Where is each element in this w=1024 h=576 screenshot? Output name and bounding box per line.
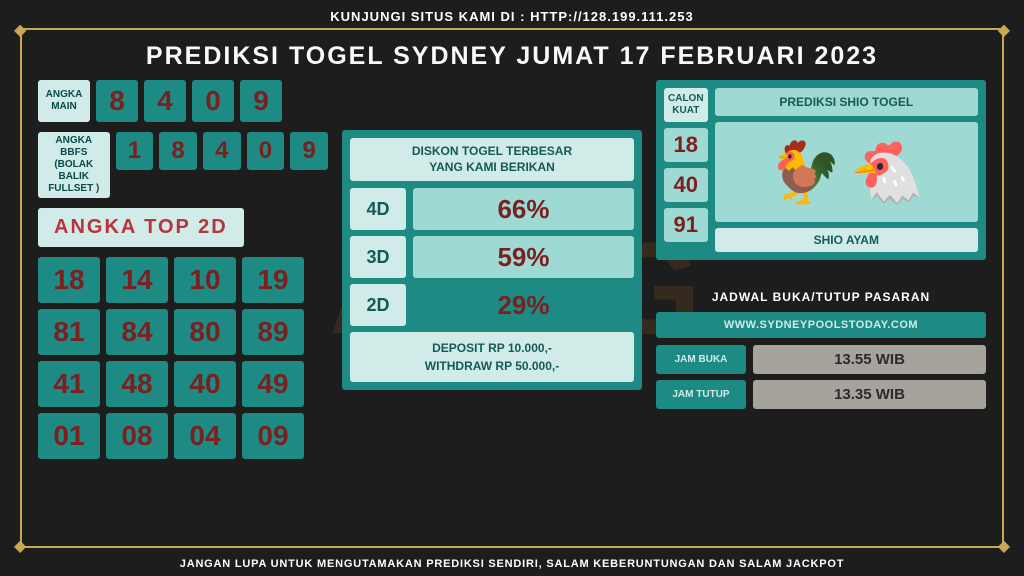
discount-value: 29%: [413, 284, 634, 326]
number-cell: 8: [96, 80, 138, 122]
title-line: YANG KAMI BERIKAN: [356, 160, 628, 176]
grid-cell: 49: [242, 361, 304, 407]
grid-cell: 40: [174, 361, 236, 407]
shio-panel: CALON KUAT 18 40 91 PREDIKSI SHIO TOGEL …: [656, 80, 986, 260]
schedule-row: JAM TUTUP 13.35 WIB: [656, 380, 986, 409]
open-label: JAM BUKA: [656, 345, 746, 374]
column-middle: DISKON TOGEL TERBESAR YANG KAMI BERIKAN …: [342, 130, 642, 536]
grid-cell: 08: [106, 413, 168, 459]
grid-cell: 14: [106, 257, 168, 303]
close-time: 13.35 WIB: [753, 380, 986, 409]
discount-label: 2D: [350, 284, 406, 326]
number-cell: 4: [203, 132, 241, 170]
page-title: PREDIKSI TOGEL SYDNEY JUMAT 17 FEBRUARI …: [0, 42, 1024, 71]
footer-bar: JANGAN LUPA UNTUK MENGUTAMAKAN PREDIKSI …: [0, 558, 1024, 570]
shio-title: PREDIKSI SHIO TOGEL: [715, 88, 978, 116]
label-line: FULLSET ): [48, 183, 99, 195]
grid-cell: 89: [242, 309, 304, 355]
discount-value: 59%: [413, 236, 634, 278]
discount-label: 3D: [350, 236, 406, 278]
column-left: ANGKA MAIN 8 4 0 9 ANGKA BBFS (BOLAK BAL…: [38, 80, 328, 536]
grid-cell: 84: [106, 309, 168, 355]
rooster-icon: 🐔: [850, 137, 925, 208]
deposit-line: DEPOSIT RP 10.000,-: [357, 339, 627, 357]
grid-cell: 19: [242, 257, 304, 303]
schedule-row: JAM BUKA 13.55 WIB: [656, 345, 986, 374]
label-line: ANGKA: [46, 89, 83, 101]
top2d-grid: 18 14 10 19 81 84 80 89 41 48 40 49 01 0…: [38, 257, 328, 459]
number-cell: 9: [240, 80, 282, 122]
discount-value: 66%: [413, 188, 634, 230]
grid-cell: 80: [174, 309, 236, 355]
close-label: JAM TUTUP: [656, 380, 746, 409]
calon-kuat-label: CALON KUAT: [664, 88, 708, 122]
number-cell: 0: [192, 80, 234, 122]
column-right: CALON KUAT 18 40 91 PREDIKSI SHIO TOGEL …: [656, 80, 986, 536]
calon-number: 91: [664, 208, 708, 242]
calon-number: 40: [664, 168, 708, 202]
angka-bbfs-label: ANGKA BBFS (BOLAK BALIK FULLSET ): [38, 132, 110, 198]
label-line: ANGKA BBFS: [43, 135, 105, 159]
withdraw-line: WITHDRAW RP 50.000,-: [357, 357, 627, 375]
discount-row: 3D 59%: [350, 236, 634, 278]
label-line: MAIN: [51, 101, 77, 113]
number-cell: 1: [116, 132, 154, 170]
grid-cell: 10: [174, 257, 236, 303]
grid-cell: 48: [106, 361, 168, 407]
rooster-icon: 🐓: [768, 137, 843, 208]
discount-row: 4D 66%: [350, 188, 634, 230]
number-cell: 0: [247, 132, 285, 170]
shio-name: SHIO AYAM: [715, 228, 978, 252]
label-line: (BOLAK BALIK: [43, 159, 105, 183]
header-bar: KUNJUNGI SITUS KAMI DI : HTTP://128.199.…: [0, 0, 1024, 30]
discount-title: DISKON TOGEL TERBESAR YANG KAMI BERIKAN: [350, 138, 634, 181]
discount-row: 2D 29%: [350, 284, 634, 326]
schedule-title: JADWAL BUKA/TUTUP PASARAN: [656, 290, 986, 304]
grid-cell: 18: [38, 257, 100, 303]
shio-numbers-col: CALON KUAT 18 40 91: [664, 88, 708, 252]
discount-panel: DISKON TOGEL TERBESAR YANG KAMI BERIKAN …: [342, 130, 642, 390]
schedule-url: WWW.SYDNEYPOOLSTODAY.COM: [656, 312, 986, 338]
number-cell: 9: [290, 132, 328, 170]
content-grid: ANGKA MAIN 8 4 0 9 ANGKA BBFS (BOLAK BAL…: [38, 80, 986, 536]
grid-cell: 41: [38, 361, 100, 407]
discount-label: 4D: [350, 188, 406, 230]
title-line: DISKON TOGEL TERBESAR: [356, 144, 628, 160]
calon-number: 18: [664, 128, 708, 162]
shio-image-col: PREDIKSI SHIO TOGEL 🐓 🐔 SHIO AYAM: [715, 88, 978, 252]
open-time: 13.55 WIB: [753, 345, 986, 374]
grid-cell: 04: [174, 413, 236, 459]
grid-cell: 81: [38, 309, 100, 355]
deposit-info: DEPOSIT RP 10.000,- WITHDRAW RP 50.000,-: [350, 332, 634, 382]
angka-main-row: ANGKA MAIN 8 4 0 9: [38, 80, 328, 122]
number-cell: 8: [159, 132, 197, 170]
schedule-panel: JADWAL BUKA/TUTUP PASARAN WWW.SYDNEYPOOL…: [656, 290, 986, 409]
label-line: CALON: [668, 93, 704, 105]
label-line: KUAT: [668, 105, 704, 117]
grid-cell: 09: [242, 413, 304, 459]
number-cell: 4: [144, 80, 186, 122]
angka-main-label: ANGKA MAIN: [38, 80, 90, 122]
angka-bbfs-row: ANGKA BBFS (BOLAK BALIK FULLSET ) 1 8 4 …: [38, 132, 328, 198]
shio-illustration: 🐓 🐔: [715, 122, 978, 222]
grid-cell: 01: [38, 413, 100, 459]
top2d-header: ANGKA TOP 2D: [38, 208, 244, 247]
